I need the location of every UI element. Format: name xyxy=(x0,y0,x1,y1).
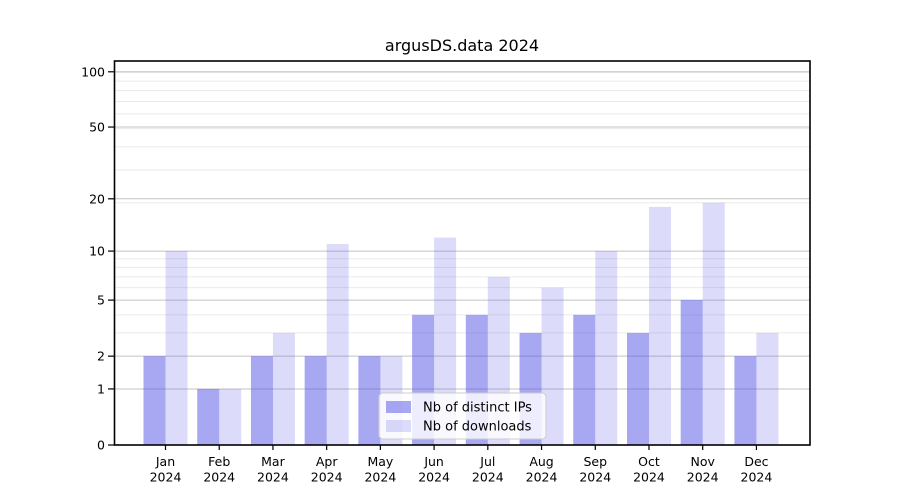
bar-downloads xyxy=(702,202,725,445)
bar-downloads xyxy=(219,388,242,445)
x-tick-label-month: Jan xyxy=(155,454,175,469)
x-tick-label-year: 2024 xyxy=(150,470,182,485)
bar-downloads xyxy=(756,332,779,445)
legend-swatch-distinct-ips xyxy=(386,401,411,413)
bar-distinct-ips xyxy=(304,356,327,445)
bar-downloads xyxy=(541,287,564,445)
legend-swatch-downloads xyxy=(386,420,411,432)
minor-gridlines xyxy=(114,72,810,334)
x-tick-label-year: 2024 xyxy=(364,470,396,485)
y-tick-label: 20 xyxy=(89,191,105,206)
bar-distinct-ips xyxy=(197,388,220,445)
plot-frame xyxy=(113,60,811,446)
bar-distinct-ips xyxy=(680,300,703,445)
major-gridlines xyxy=(114,71,810,390)
bar-downloads xyxy=(165,251,188,445)
x-tick-label-month: Oct xyxy=(638,454,660,469)
x-tick-label-year: 2024 xyxy=(687,470,719,485)
x-tick-label-year: 2024 xyxy=(311,470,343,485)
y-tick-label: 5 xyxy=(97,293,105,308)
bar-distinct-ips xyxy=(250,356,273,445)
bar-downloads xyxy=(595,251,618,445)
legend-box xyxy=(378,392,547,440)
bar-downloads xyxy=(272,332,295,445)
x-tick-label-month: Feb xyxy=(208,454,230,469)
x-tick-label-month: Sep xyxy=(583,454,607,469)
bar-downloads xyxy=(326,244,349,445)
x-tick-label-month: Apr xyxy=(316,454,338,469)
legend-label-downloads: Nb of downloads xyxy=(423,420,532,435)
y-tick-label: 50 xyxy=(89,120,105,135)
y-axis-ticks: 0 1 2 5 10 20 50 100 xyxy=(81,64,115,453)
bar-distinct-ips xyxy=(358,356,381,445)
x-tick-label-month: Jun xyxy=(423,454,444,469)
bar-series-group xyxy=(143,202,779,445)
chart-title: argusDS.data 2024 xyxy=(385,36,539,55)
bar-distinct-ips xyxy=(626,332,649,445)
x-tick-label-year: 2024 xyxy=(579,470,611,485)
x-tick-label-month: Dec xyxy=(744,454,768,469)
x-axis-ticks: Jan2024Feb2024Mar2024Apr2024May2024Jun20… xyxy=(150,445,773,485)
x-tick-label-month: Jul xyxy=(479,454,495,469)
y-tick-label: 10 xyxy=(89,244,105,259)
x-tick-label-year: 2024 xyxy=(633,470,665,485)
x-tick-label-month: May xyxy=(367,454,393,469)
y-tick-label: 2 xyxy=(97,349,105,364)
legend: Nb of distinct IPs Nb of downloads xyxy=(378,392,547,440)
bar-distinct-ips xyxy=(143,356,166,445)
bar-downloads xyxy=(648,206,671,445)
y-tick-label: 100 xyxy=(81,64,105,79)
y-tick-label: 0 xyxy=(97,438,105,453)
x-tick-label-month: Aug xyxy=(529,454,553,469)
bar-distinct-ips xyxy=(573,314,596,445)
x-tick-label-year: 2024 xyxy=(472,470,504,485)
x-tick-label-year: 2024 xyxy=(418,470,450,485)
legend-label-distinct-ips: Nb of distinct IPs xyxy=(423,401,532,416)
x-tick-label-year: 2024 xyxy=(741,470,773,485)
x-tick-label-month: Nov xyxy=(690,454,715,469)
x-tick-label-year: 2024 xyxy=(257,470,289,485)
x-tick-label-year: 2024 xyxy=(203,470,235,485)
bar-distinct-ips xyxy=(734,356,757,445)
y-tick-label: 1 xyxy=(97,381,105,396)
x-tick-label-month: Mar xyxy=(261,454,285,469)
x-tick-label-year: 2024 xyxy=(526,470,558,485)
